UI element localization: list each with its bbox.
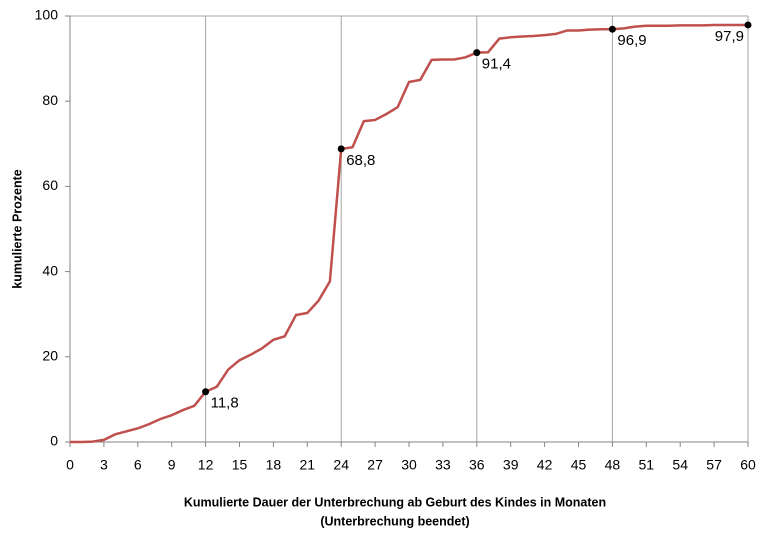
x-tick-label: 6	[134, 457, 142, 473]
x-tick-label: 48	[605, 457, 621, 473]
x-tick-label: 60	[740, 457, 756, 473]
x-tick-label: 36	[469, 457, 485, 473]
x-tick-label: 30	[401, 457, 417, 473]
x-tick-label: 15	[232, 457, 248, 473]
x-tick-label: 24	[333, 457, 349, 473]
data-point	[744, 21, 752, 29]
data-point	[473, 49, 481, 57]
data-label: 97,9	[715, 28, 744, 45]
x-tick-label: 12	[198, 457, 214, 473]
x-tick-label: 45	[571, 457, 587, 473]
data-point	[202, 388, 210, 396]
x-tick-label: 42	[537, 457, 553, 473]
x-tick-label: 9	[168, 457, 176, 473]
x-tick-label: 27	[367, 457, 383, 473]
data-label: 91,4	[482, 56, 511, 73]
data-label: 96,9	[617, 32, 646, 49]
data-point	[608, 25, 616, 33]
x-axis-label: (Unterbrechung beendet)	[320, 514, 469, 528]
x-tick-label: 39	[503, 457, 519, 473]
y-tick-label: 0	[50, 433, 58, 449]
x-tick-label: 0	[66, 457, 74, 473]
y-tick-label: 100	[35, 7, 59, 23]
data-line	[70, 23, 748, 444]
y-tick-label: 60	[42, 177, 58, 193]
x-tick-label: 21	[300, 457, 316, 473]
x-tick-label: 51	[639, 457, 655, 473]
y-axis-label: kumulierte Prozente	[10, 169, 24, 289]
x-tick-label: 57	[706, 457, 722, 473]
x-tick-label: 18	[266, 457, 282, 473]
y-tick-label: 80	[42, 92, 58, 108]
x-tick-label: 54	[672, 457, 688, 473]
x-axis-label: Kumulierte Dauer der Unterbrechung ab Ge…	[184, 495, 606, 509]
data-label: 11,8	[211, 395, 239, 412]
x-tick-label: 3	[100, 457, 108, 473]
y-tick-label: 20	[42, 348, 58, 364]
data-label: 68,8	[346, 152, 375, 169]
y-tick-label: 40	[42, 262, 58, 278]
data-point	[337, 145, 345, 153]
x-tick-label: 33	[435, 457, 451, 473]
